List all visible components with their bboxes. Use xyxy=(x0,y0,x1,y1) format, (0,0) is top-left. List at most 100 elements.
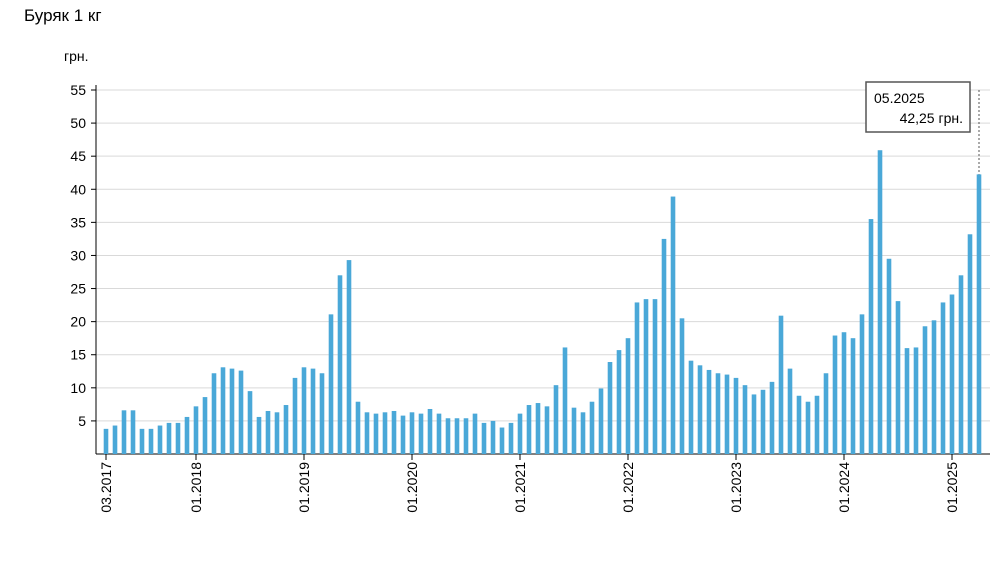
bar xyxy=(130,410,136,454)
bar xyxy=(301,367,307,454)
bar xyxy=(724,374,730,454)
y-tick-label: 45 xyxy=(70,148,86,164)
bar xyxy=(805,401,811,454)
bar xyxy=(958,275,964,454)
bar xyxy=(589,401,595,454)
bar xyxy=(814,395,820,454)
bar xyxy=(949,294,955,454)
bar xyxy=(436,413,442,454)
bar xyxy=(238,370,244,454)
bar xyxy=(319,373,325,454)
bar xyxy=(445,418,451,454)
bar xyxy=(265,410,271,454)
bar xyxy=(697,365,703,454)
bar xyxy=(868,219,874,454)
bar xyxy=(481,422,487,454)
bar xyxy=(778,315,784,454)
bar xyxy=(832,335,838,454)
bar xyxy=(526,405,532,454)
x-tick-label: 01.2019 xyxy=(296,462,312,513)
bar xyxy=(184,416,190,454)
bar xyxy=(202,397,208,454)
bar xyxy=(220,367,226,454)
x-tick-label: 01.2024 xyxy=(836,462,852,513)
bar xyxy=(157,425,163,454)
bar xyxy=(607,362,613,454)
bar xyxy=(454,418,460,454)
bar xyxy=(364,412,370,454)
bar xyxy=(148,428,154,454)
x-tick-label: 01.2022 xyxy=(620,462,636,513)
bar xyxy=(499,427,505,454)
bar xyxy=(391,410,397,454)
bar xyxy=(139,428,145,454)
bar xyxy=(328,314,334,454)
bar xyxy=(733,377,739,454)
bar xyxy=(661,238,667,454)
bar xyxy=(742,385,748,454)
bar xyxy=(211,373,217,454)
bar xyxy=(976,174,982,454)
bar xyxy=(886,258,892,454)
bar xyxy=(508,422,514,454)
bar xyxy=(256,416,262,454)
bar xyxy=(373,413,379,454)
bar xyxy=(418,413,424,454)
bar xyxy=(859,314,865,454)
bar xyxy=(409,412,415,454)
bar xyxy=(517,413,523,454)
bar xyxy=(193,406,199,454)
bar xyxy=(310,368,316,454)
y-tick-label: 55 xyxy=(70,82,86,98)
bar xyxy=(490,420,496,454)
y-tick-label: 50 xyxy=(70,115,86,131)
x-tick-label: 01.2020 xyxy=(404,462,420,513)
bar xyxy=(841,332,847,454)
bar xyxy=(616,350,622,454)
bar xyxy=(229,368,235,454)
bar xyxy=(283,405,289,454)
bar xyxy=(823,373,829,454)
bar xyxy=(643,299,649,454)
tooltip-title: 05.2025 xyxy=(874,90,925,106)
bar xyxy=(103,428,109,454)
bar xyxy=(121,410,127,454)
bar xyxy=(463,418,469,454)
bar xyxy=(670,196,676,454)
bar xyxy=(544,406,550,454)
bar xyxy=(922,326,928,454)
bar xyxy=(292,377,298,454)
x-tick-label: 01.2023 xyxy=(728,462,744,513)
bar xyxy=(715,373,721,454)
chart-title: Буряк 1 кг xyxy=(24,6,102,25)
bar xyxy=(247,391,253,454)
bar xyxy=(904,348,910,454)
bar xyxy=(166,422,172,454)
x-tick-label: 01.2018 xyxy=(188,462,204,513)
y-tick-label: 40 xyxy=(70,181,86,197)
y-axis-label: грн. xyxy=(64,48,89,64)
bar xyxy=(400,415,406,454)
y-tick-label: 15 xyxy=(70,347,86,363)
x-tick-label: 01.2025 xyxy=(944,462,960,513)
bar xyxy=(274,412,280,454)
x-tick-label: 03.2017 xyxy=(98,462,114,513)
y-tick-label: 25 xyxy=(70,281,86,297)
bar xyxy=(652,299,658,454)
bar xyxy=(346,260,352,454)
bar xyxy=(553,385,559,454)
bar xyxy=(580,412,586,454)
y-tick-label: 30 xyxy=(70,247,86,263)
bar xyxy=(796,395,802,454)
bar xyxy=(769,381,775,454)
bar xyxy=(787,368,793,454)
tooltip-box xyxy=(865,81,971,133)
y-tick-label: 20 xyxy=(70,314,86,330)
bar xyxy=(625,338,631,454)
bar xyxy=(760,389,766,454)
bar xyxy=(382,412,388,454)
bar xyxy=(850,338,856,454)
bar xyxy=(706,369,712,454)
bar xyxy=(598,388,604,454)
